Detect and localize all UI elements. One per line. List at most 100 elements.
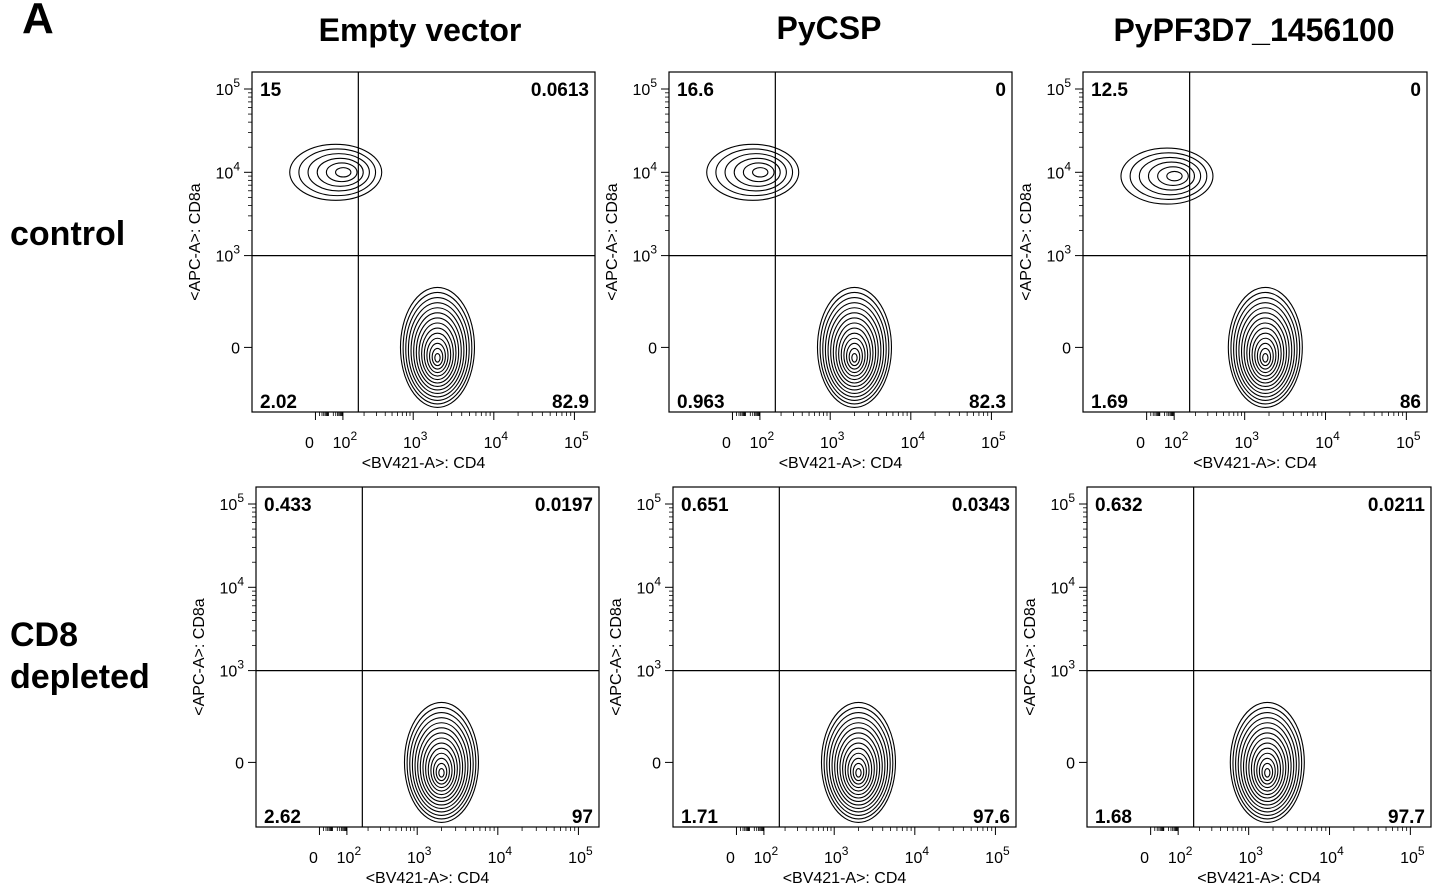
contour-line [822, 297, 887, 401]
x-tick-label: 103 [1234, 429, 1259, 452]
contour-line [434, 352, 441, 363]
quadrant-upper-left: 16.6 [677, 80, 714, 101]
contour-line [1242, 727, 1292, 806]
contour-line [422, 737, 461, 799]
x-tick-label: 105 [981, 429, 1006, 452]
flow-plot-5: 0.651 0.0343 1.71 97.6 0 102 103 104 105 0 103 104 1… [608, 486, 1017, 887]
contour-line [1129, 152, 1208, 200]
column-title-pycsp: PyCSP [776, 10, 882, 46]
contour-line [839, 737, 878, 799]
y-tick-label: 103 [216, 243, 241, 266]
x-tick-label: 104 [484, 429, 509, 452]
contour-line [298, 148, 377, 197]
x-tick-label: 102 [1164, 429, 1189, 452]
contour-line [1227, 286, 1303, 408]
y-axis-label: <APC-A>: CD8a [1022, 598, 1039, 715]
y-tick-label: 0 [648, 340, 657, 357]
contour-line [1256, 342, 1274, 370]
contour-line [407, 302, 468, 398]
contour-line [1259, 347, 1272, 367]
contour-line [413, 312, 462, 391]
contour-line [742, 162, 775, 183]
contour-line [409, 712, 474, 816]
x-tick-label: 103 [824, 844, 849, 867]
contour-line [838, 327, 871, 381]
contour-line [1230, 291, 1301, 405]
contour-line [428, 342, 446, 370]
contour-line [425, 742, 458, 796]
contour-line [832, 317, 877, 388]
contour-line [1240, 312, 1290, 391]
y-tick-label: 105 [637, 491, 662, 514]
contour-line [819, 291, 890, 405]
contour-line [1251, 332, 1280, 377]
quadrant-upper-right: 0.0211 [1368, 495, 1425, 516]
quadrant-upper-right: 0.0343 [952, 495, 1010, 516]
contour-line [410, 307, 465, 395]
x-axis-label: <BV421-A>: CD4 [783, 870, 907, 887]
y-tick-label: 103 [1047, 243, 1072, 266]
contour-line [431, 347, 444, 367]
quadrant-lower-left: 1.69 [1091, 392, 1128, 413]
y-tick-label: 105 [633, 76, 658, 99]
quadrant-lower-left: 2.02 [260, 392, 297, 413]
x-axis-label: <BV421-A>: CD4 [779, 455, 903, 472]
contour-line [426, 337, 449, 374]
plot-frame [668, 71, 1013, 413]
quadrant-lower-right: 86 [1400, 392, 1421, 413]
y-tick-label: 104 [637, 574, 662, 597]
column-title-pypf3d7: PyPF3D7_1456100 [1113, 12, 1395, 48]
quadrant-lower-right: 97 [572, 807, 593, 828]
y-tick-label: 103 [633, 243, 658, 266]
contour-line [843, 337, 866, 374]
population-cd4 [1227, 286, 1303, 408]
y-axis-label: <APC-A>: CD8a [604, 183, 621, 300]
x-tick-label: 104 [901, 429, 926, 452]
y-tick-label: 0 [231, 340, 240, 357]
panel-letter: A [22, 0, 54, 43]
contour-line [1233, 297, 1298, 401]
contour-line [1147, 161, 1196, 191]
contour-line [834, 727, 883, 806]
population-cd4 [399, 286, 476, 408]
contour-line [1237, 717, 1297, 813]
contour-line [836, 732, 881, 803]
contour-line [824, 302, 885, 398]
contour-line [1253, 747, 1282, 792]
contour-line [418, 322, 457, 384]
contour-line [325, 162, 358, 183]
contour-line [1229, 701, 1305, 823]
contour-line [855, 767, 862, 778]
contour-line [847, 752, 870, 789]
contour-line [1120, 147, 1214, 205]
y-tick-label: 103 [220, 658, 245, 681]
contour-line [402, 291, 473, 405]
contour-line [335, 167, 352, 178]
x-tick-label: 105 [985, 844, 1010, 867]
y-tick-label: 105 [220, 491, 245, 514]
x-tick-label: 0 [309, 850, 318, 867]
contour-line [1245, 732, 1290, 803]
quadrant-upper-left: 15 [260, 80, 282, 101]
contour-line [307, 153, 370, 192]
quadrant-upper-right: 0.0613 [531, 80, 589, 101]
contour-line [1264, 767, 1271, 778]
contour-line [1254, 337, 1277, 374]
contour-line [421, 327, 454, 381]
plot-frame [1082, 71, 1428, 413]
contour-line [840, 332, 869, 377]
x-tick-label: 103 [407, 844, 432, 867]
x-tick-label: 102 [333, 429, 358, 452]
contour-line [1238, 307, 1293, 395]
contour-line [414, 722, 469, 810]
population-cd8 [1120, 147, 1214, 205]
quadrant-upper-left: 0.632 [1095, 495, 1143, 516]
x-axis-label: <BV421-A>: CD4 [1197, 870, 1321, 887]
contour-line [405, 297, 470, 401]
x-tick-label: 105 [564, 429, 589, 452]
contour-line [828, 717, 889, 813]
y-axis-label: <APC-A>: CD8a [187, 183, 204, 300]
x-axis-label: <BV421-A>: CD4 [366, 870, 490, 887]
contour-line [430, 752, 453, 789]
contour-line [733, 157, 781, 187]
